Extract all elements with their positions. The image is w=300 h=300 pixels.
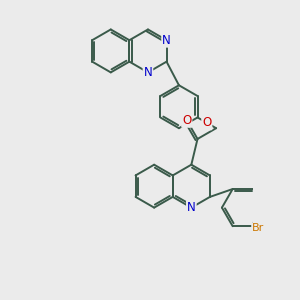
Text: N: N (162, 34, 171, 47)
Text: Br: Br (252, 223, 264, 233)
Text: O: O (202, 116, 212, 129)
Text: N: N (144, 66, 152, 79)
Text: N: N (187, 201, 196, 214)
Text: O: O (182, 114, 191, 127)
